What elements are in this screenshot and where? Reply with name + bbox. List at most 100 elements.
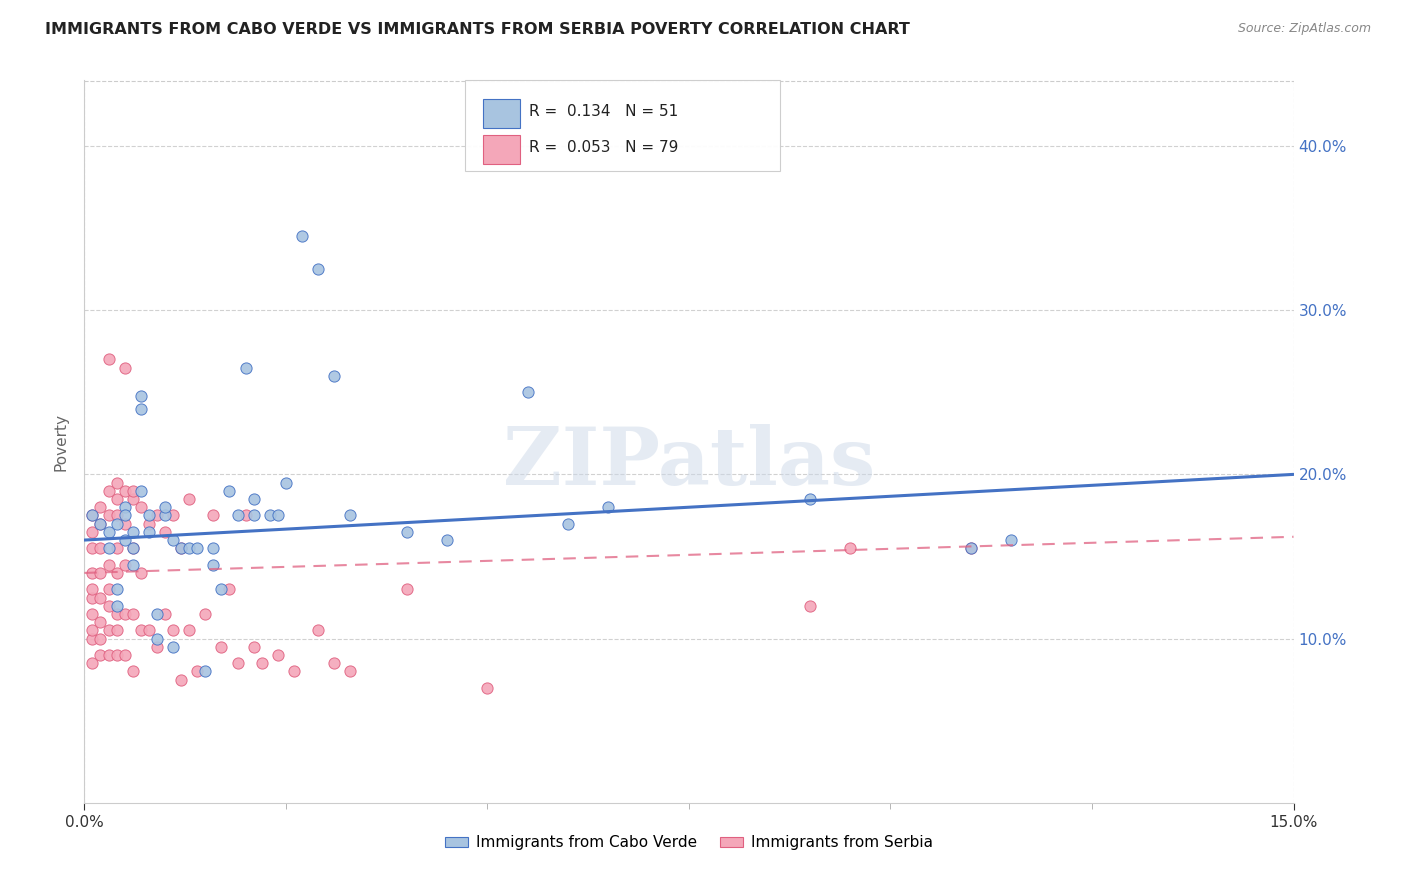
Point bbox=[97, 648, 120, 662]
Point bbox=[105, 541, 128, 556]
Point bbox=[129, 624, 152, 638]
Point bbox=[82, 508, 104, 523]
Point bbox=[267, 648, 290, 662]
Point bbox=[274, 475, 297, 490]
Y-axis label: Poverty: Poverty bbox=[53, 412, 69, 471]
Point bbox=[242, 491, 264, 506]
Point bbox=[97, 483, 120, 498]
Point bbox=[477, 681, 499, 695]
Point bbox=[162, 624, 184, 638]
Point bbox=[218, 582, 240, 597]
Point bbox=[395, 582, 418, 597]
Point bbox=[121, 491, 143, 506]
Point bbox=[1000, 533, 1022, 547]
Point bbox=[153, 607, 176, 621]
Point bbox=[114, 500, 136, 515]
Point bbox=[97, 582, 120, 597]
Point bbox=[839, 541, 862, 556]
Point bbox=[146, 640, 169, 654]
Point bbox=[105, 491, 128, 506]
Point bbox=[114, 483, 136, 498]
Point bbox=[114, 360, 136, 375]
Point bbox=[89, 615, 111, 630]
Point bbox=[82, 632, 104, 646]
Point bbox=[89, 500, 111, 515]
Point bbox=[153, 508, 176, 523]
Point bbox=[82, 524, 104, 539]
Point bbox=[146, 607, 169, 621]
Point bbox=[82, 657, 104, 671]
Point bbox=[235, 508, 257, 523]
Point bbox=[114, 533, 136, 547]
FancyBboxPatch shape bbox=[484, 99, 520, 128]
Point bbox=[114, 648, 136, 662]
Point bbox=[179, 491, 201, 506]
Point bbox=[395, 524, 418, 539]
Point bbox=[89, 516, 111, 531]
Point bbox=[162, 640, 184, 654]
Point bbox=[516, 385, 538, 400]
Text: R =  0.134   N = 51: R = 0.134 N = 51 bbox=[529, 103, 679, 119]
Point bbox=[179, 624, 201, 638]
Point bbox=[202, 541, 225, 556]
Point bbox=[339, 508, 361, 523]
Point bbox=[105, 582, 128, 597]
Point bbox=[105, 607, 128, 621]
Point bbox=[89, 541, 111, 556]
Point bbox=[291, 229, 314, 244]
Point bbox=[89, 566, 111, 580]
Point bbox=[242, 640, 264, 654]
Point bbox=[89, 591, 111, 605]
Point bbox=[121, 541, 143, 556]
Point bbox=[97, 352, 120, 367]
Text: Source: ZipAtlas.com: Source: ZipAtlas.com bbox=[1237, 22, 1371, 36]
Point bbox=[267, 508, 290, 523]
Point bbox=[97, 541, 120, 556]
Point bbox=[250, 657, 273, 671]
Text: ZIPatlas: ZIPatlas bbox=[503, 425, 875, 502]
Point bbox=[162, 533, 184, 547]
Point bbox=[186, 665, 208, 679]
Point bbox=[129, 500, 152, 515]
Point bbox=[97, 508, 120, 523]
Point bbox=[209, 640, 232, 654]
Point bbox=[89, 632, 111, 646]
Point bbox=[89, 516, 111, 531]
Point bbox=[153, 524, 176, 539]
Point bbox=[259, 508, 281, 523]
Point bbox=[146, 508, 169, 523]
Point bbox=[82, 566, 104, 580]
Point bbox=[121, 541, 143, 556]
Point bbox=[121, 483, 143, 498]
Point bbox=[235, 360, 257, 375]
Point bbox=[283, 665, 305, 679]
FancyBboxPatch shape bbox=[465, 80, 780, 170]
Point bbox=[129, 566, 152, 580]
Point bbox=[97, 524, 120, 539]
Point bbox=[226, 508, 249, 523]
Point bbox=[179, 541, 201, 556]
Point bbox=[121, 524, 143, 539]
Point bbox=[129, 388, 152, 402]
Point bbox=[82, 607, 104, 621]
Point bbox=[242, 508, 264, 523]
Point bbox=[97, 624, 120, 638]
Point bbox=[209, 582, 232, 597]
Point bbox=[129, 483, 152, 498]
Point bbox=[960, 541, 983, 556]
Point bbox=[82, 624, 104, 638]
Text: IMMIGRANTS FROM CABO VERDE VS IMMIGRANTS FROM SERBIA POVERTY CORRELATION CHART: IMMIGRANTS FROM CABO VERDE VS IMMIGRANTS… bbox=[45, 22, 910, 37]
Point bbox=[105, 475, 128, 490]
Point bbox=[121, 558, 143, 572]
Point bbox=[218, 483, 240, 498]
Point bbox=[170, 673, 193, 687]
Legend: Immigrants from Cabo Verde, Immigrants from Serbia: Immigrants from Cabo Verde, Immigrants f… bbox=[439, 830, 939, 856]
Point bbox=[162, 508, 184, 523]
Point bbox=[82, 591, 104, 605]
Point bbox=[105, 566, 128, 580]
Point bbox=[598, 500, 620, 515]
Point bbox=[82, 508, 104, 523]
Text: R =  0.053   N = 79: R = 0.053 N = 79 bbox=[529, 140, 679, 155]
Point bbox=[138, 524, 160, 539]
Point bbox=[105, 516, 128, 531]
